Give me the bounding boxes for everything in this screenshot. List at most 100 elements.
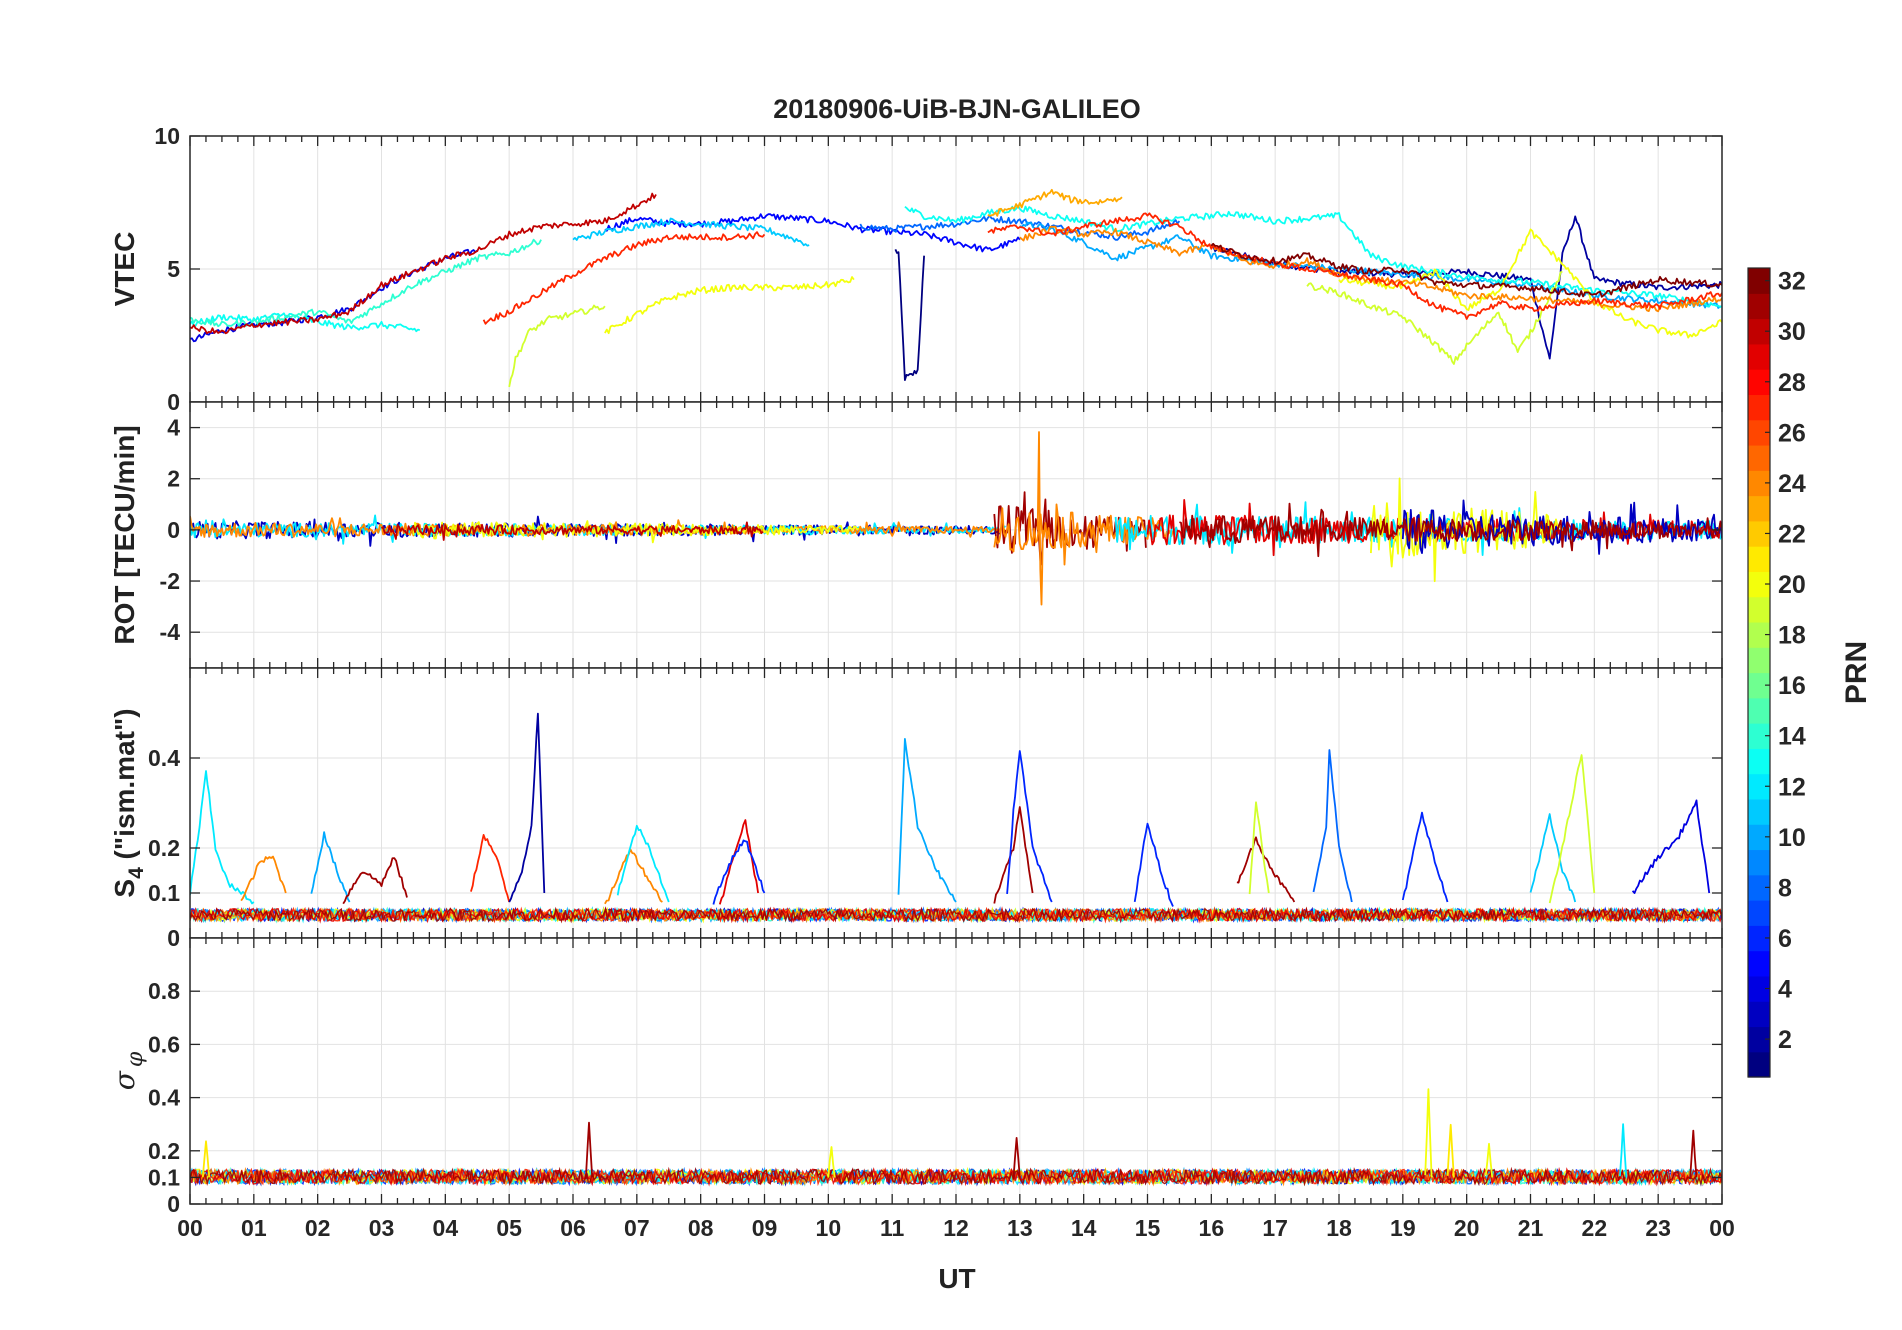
series-prn-5 [604, 213, 1021, 253]
panel-s4: 00.10.20.4S4 ("ism.mat") [109, 667, 1723, 951]
series-prn-1 [894, 249, 925, 382]
colorbar-segment [1748, 621, 1770, 648]
x-tick-label: 00 [1709, 1215, 1735, 1241]
series-prn-11 [1529, 813, 1577, 903]
x-tick-label: 22 [1582, 1215, 1608, 1241]
colorbar-tick-label: 24 [1778, 470, 1806, 498]
x-tick-label: 10 [816, 1215, 842, 1241]
y-tick-label: 0.2 [148, 1138, 180, 1164]
series-prn-24 [1019, 225, 1722, 313]
y-tick-label: 0.4 [148, 1085, 180, 1111]
y-tick-label: 5 [167, 256, 180, 282]
colorbar-segment [1748, 495, 1770, 522]
colorbar-segment [1748, 571, 1770, 598]
x-tick-label: 14 [1071, 1215, 1097, 1241]
series-prn-20 [1370, 477, 1564, 583]
series-prn-32 [1210, 242, 1722, 298]
panel-sigma_phi-plot-area [190, 1088, 1722, 1187]
series-prn-27 [987, 212, 1722, 320]
panel-rot-plot-area [190, 431, 1722, 606]
series-prn-12 [616, 824, 670, 903]
series-prn-31 [584, 1121, 594, 1179]
series-prn-20 [1484, 1142, 1494, 1178]
y-tick-label: 0 [167, 925, 180, 951]
y-tick-label: 0 [167, 517, 180, 543]
y-tick-label: 0.1 [148, 1164, 180, 1190]
y-axis-label-rot: ROT [TECU/min] [109, 425, 140, 644]
series-prn-19 [508, 304, 606, 388]
y-tick-label: 0.6 [148, 1031, 180, 1057]
panel-vtec-plot-area [190, 188, 1722, 388]
y-tick-label: 0.8 [148, 978, 180, 1004]
x-axis-label: UT [938, 1263, 975, 1294]
colorbar-tick-label: 14 [1778, 723, 1806, 751]
y-tick-label: 4 [167, 415, 180, 441]
y-axis-label-subscript: φ [123, 1051, 148, 1067]
series-prn-13 [190, 312, 421, 333]
x-tick-label: 01 [241, 1215, 267, 1241]
panel-vtec: 0 5 10 VTEC [109, 123, 1723, 415]
colorbar-tick-label: 10 [1778, 824, 1806, 852]
panel-s4-ticks [189, 668, 1723, 939]
series-prn-21 [1446, 1123, 1455, 1178]
panel-s4-plot-area [190, 712, 1722, 924]
series-prn-31 [993, 806, 1034, 904]
y-tick-label: 2 [167, 466, 180, 492]
colorbar-segment [1748, 672, 1770, 699]
series-prn-6 [1401, 811, 1449, 903]
x-tick-label: 18 [1326, 1215, 1352, 1241]
series-prn-29-floor [190, 906, 1722, 924]
panel-sigma_phi-ticks [189, 938, 1723, 1205]
y-tick-label: 0.1 [148, 880, 180, 906]
series-prn-2 [508, 712, 546, 903]
series-prn-4 [1631, 799, 1711, 894]
series-prn-20 [604, 276, 855, 335]
colorbar-segment [1748, 444, 1770, 471]
x-tick-label: 05 [496, 1215, 522, 1241]
series-prn-12 [1619, 1123, 1628, 1178]
chart-title: 20180906-UiB-BJN-GALILEO [773, 94, 1141, 124]
x-tick-label: 16 [1199, 1215, 1225, 1241]
x-tick-label: 06 [560, 1215, 586, 1241]
colorbar-segment [1748, 1026, 1770, 1053]
x-tick-label: 13 [1007, 1215, 1033, 1241]
colorbar-segment [1748, 318, 1770, 345]
x-tick-label: 04 [433, 1215, 459, 1241]
series-prn-23 [987, 188, 1123, 217]
panel-sigma_phi: 00.10.2 0.4 0.6 0.8 σφ 00 01 02 03 04 05 06 07 08 09 10… [108, 937, 1735, 1241]
panel-s4-grid [190, 668, 1722, 938]
y-axis-label-symbol: σ [108, 1070, 141, 1090]
series-prn-19 [1248, 801, 1270, 895]
colorbar-segment [1748, 520, 1770, 547]
colorbar-segment [1748, 975, 1770, 1002]
series-prn-13 [904, 204, 1722, 308]
series-prn-8 [1312, 749, 1353, 903]
colorbar-segment [1748, 697, 1770, 724]
series-prn-31 [1179, 502, 1722, 558]
x-tick-label: 00 [177, 1215, 203, 1241]
colorbar-frame [1747, 267, 1771, 1078]
colorbar-segment [1748, 849, 1770, 876]
colorbar-tick-label: 32 [1778, 268, 1806, 296]
series-prn-24 [240, 855, 287, 902]
y-axis-label-sigma_phi: σφ [108, 1051, 148, 1090]
series-prn-31 [1689, 1129, 1698, 1180]
colorbar-segment [1748, 723, 1770, 749]
x-tick-label: 23 [1645, 1215, 1671, 1241]
colorbar-tick-label: 20 [1778, 571, 1806, 599]
colorbar-segment [1748, 369, 1770, 396]
series-prn-31 [342, 857, 408, 905]
series-prn-19 [1306, 270, 1563, 365]
series-prn-20 [827, 1146, 836, 1178]
series-prn-31 [1236, 836, 1296, 903]
series-prn-31-floor [190, 906, 1722, 924]
colorbar-tick-label: 18 [1778, 622, 1806, 650]
series-prn-12 [190, 770, 255, 905]
series-prn-6 [1006, 750, 1053, 903]
colorbar-segment [1748, 419, 1770, 446]
panel-rot-ticks [189, 402, 1723, 668]
colorbar-segment [1748, 824, 1770, 851]
y-axis-label-vtec: VTEC [109, 232, 140, 307]
series-prn-20 [1424, 1088, 1433, 1178]
